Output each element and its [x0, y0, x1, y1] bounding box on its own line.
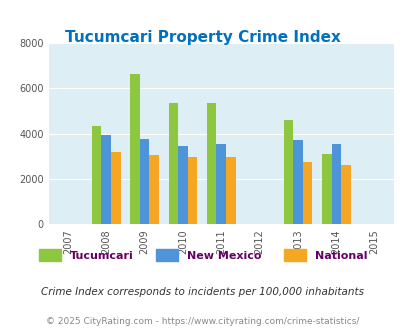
Text: Crime Index corresponds to incidents per 100,000 inhabitants: Crime Index corresponds to incidents per… — [41, 287, 364, 297]
Bar — [139, 139, 149, 224]
Bar — [207, 103, 216, 224]
Bar — [321, 154, 331, 224]
Bar — [331, 144, 340, 224]
Bar — [149, 155, 159, 224]
Text: Tucumcari Property Crime Index: Tucumcari Property Crime Index — [65, 30, 340, 45]
Bar — [340, 165, 350, 224]
Bar — [226, 157, 235, 224]
Bar — [302, 162, 311, 224]
Text: © 2025 CityRating.com - https://www.cityrating.com/crime-statistics/: © 2025 CityRating.com - https://www.city… — [46, 317, 359, 326]
Bar — [92, 126, 101, 224]
Bar — [187, 157, 197, 224]
Bar — [216, 144, 226, 224]
Bar — [178, 146, 187, 224]
Legend: Tucumcari, New Mexico, National: Tucumcari, New Mexico, National — [34, 245, 371, 265]
Bar — [168, 103, 178, 224]
Bar — [130, 74, 139, 224]
Bar — [292, 141, 302, 224]
Bar — [101, 135, 111, 224]
Bar — [283, 120, 292, 224]
Bar — [111, 152, 120, 224]
